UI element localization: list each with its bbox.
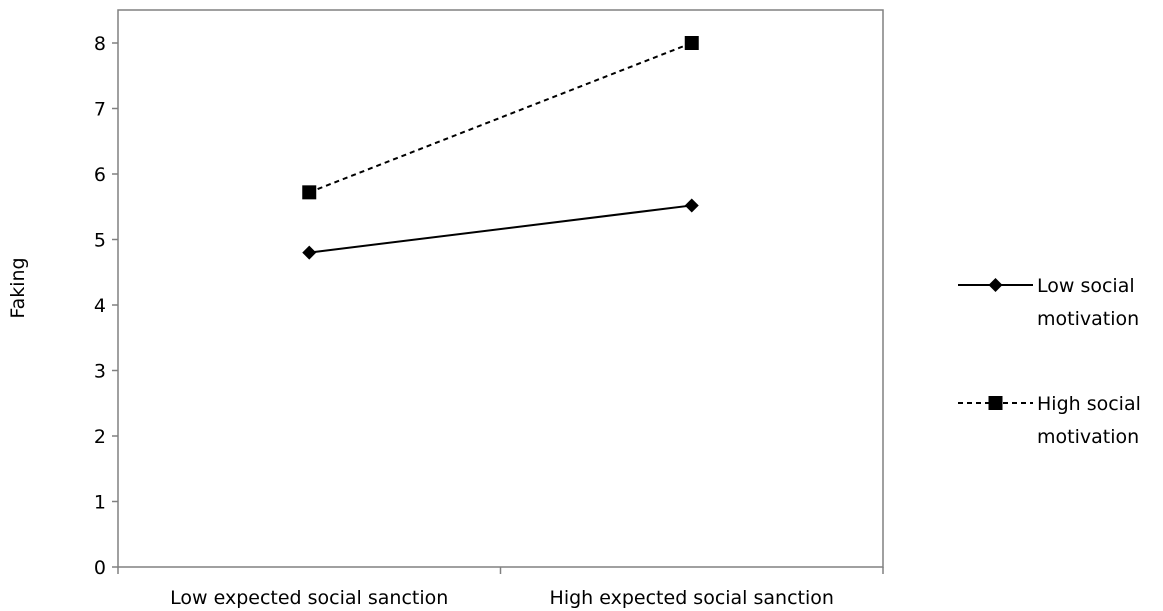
legend-marker (988, 396, 1003, 410)
series-line (309, 204, 692, 254)
y-tick-label: 7 (94, 99, 106, 121)
legend-label: High social (1037, 393, 1141, 415)
legend-label: motivation (1037, 426, 1139, 448)
data-point (684, 198, 699, 213)
series-layer (302, 36, 699, 260)
x-axis: Low expected social sanction High expecte… (117, 567, 884, 609)
y-tick-label: 2 (94, 426, 106, 448)
data-point (684, 36, 699, 50)
y-tick-label: 4 (94, 295, 106, 317)
x-category-label: High expected social sanction (550, 587, 834, 609)
y-tick-label: 1 (94, 492, 106, 514)
y-tick-label: 0 (94, 557, 106, 579)
y-axis: 0 1 2 3 4 5 6 7 8 (94, 33, 118, 579)
data-point (302, 245, 317, 260)
legend: Low social motivation High social motivatio… (958, 275, 1141, 448)
legend-marker (988, 278, 1003, 292)
y-tick-label: 5 (94, 230, 106, 252)
series-line (308, 42, 693, 194)
plot-area-border (117, 9, 884, 568)
y-tick-label: 8 (94, 33, 106, 55)
legend-item: Low social motivation (958, 275, 1139, 330)
y-axis-title: Faking (7, 257, 29, 318)
legend-label: Low social (1037, 275, 1135, 297)
data-point (302, 185, 317, 200)
legend-item: High social motivation (958, 393, 1141, 448)
y-tick-label: 6 (94, 164, 106, 186)
y-tick-label: 3 (94, 361, 106, 383)
x-category-label: Low expected social sanction (170, 587, 448, 609)
legend-label: motivation (1037, 308, 1139, 330)
